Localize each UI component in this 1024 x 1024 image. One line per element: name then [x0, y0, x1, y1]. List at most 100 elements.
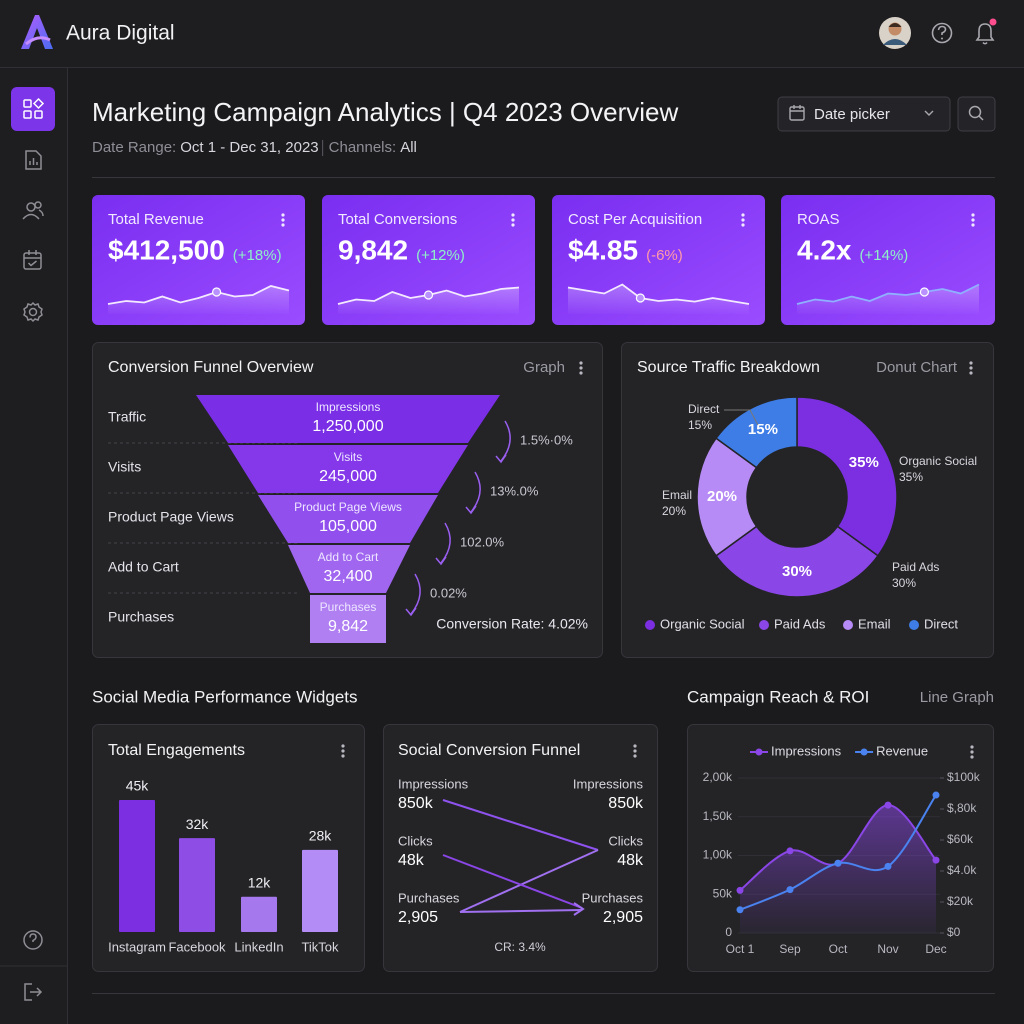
y2-tick-label: $60k [947, 832, 974, 846]
kebab-dot [741, 223, 745, 227]
search-handle [978, 115, 984, 121]
social-right-label: Purchases [582, 890, 644, 905]
kebab-dot [633, 744, 637, 748]
funnel-stage-value: 1,250,000 [312, 418, 383, 435]
kebab-dot [281, 218, 285, 222]
funnel-stage-name: Visits [334, 450, 362, 464]
y2-tick-label: $100k [947, 770, 981, 784]
y-tick-label: 50k [713, 886, 733, 900]
logo[interactable] [21, 15, 53, 49]
bar-category: LinkedIn [234, 939, 283, 954]
bell-clapper [982, 41, 988, 45]
donut-slice [715, 525, 879, 598]
search-button[interactable] [957, 96, 996, 132]
kebab-dot [741, 218, 745, 222]
donut-value-label: 35% [849, 454, 879, 471]
kebab-menu[interactable] [970, 745, 974, 759]
legend-label: Revenue [876, 743, 928, 758]
legend-label: Email [858, 616, 891, 631]
kpi-change: (+12%) [416, 247, 465, 264]
page-title: Marketing Campaign Analytics | Q4 2023 O… [92, 97, 678, 127]
sparkline [107, 285, 290, 305]
social-left-value: 850k [398, 795, 434, 812]
series-point [834, 859, 842, 867]
kpi-value: 4.2x [797, 234, 852, 265]
subtitle-part: Oct 1 - Dec 31, 2023 [180, 139, 318, 156]
bar-category: TikTok [301, 939, 339, 954]
donut-panel [621, 342, 994, 658]
rate-arrowhead [465, 505, 477, 515]
bar-value-label: 45k [126, 778, 150, 794]
sparkline-dot [635, 293, 646, 303]
donut-slice [715, 396, 798, 469]
kebab-dot [341, 749, 345, 753]
kpi-label: Total Revenue [108, 211, 204, 228]
social-right-label: Clicks [608, 833, 643, 848]
panel-title: Conversion Funnel Overview [108, 359, 314, 376]
avatar[interactable] [879, 17, 911, 49]
kpi-label: Cost Per Acquisition [568, 211, 702, 228]
help-icon[interactable] [931, 22, 953, 44]
kebab-dot [633, 754, 637, 758]
y2-tick-label: $4.0k [947, 863, 977, 877]
legend-label: Organic Social [660, 616, 745, 631]
sidebar [0, 68, 67, 1024]
kpi-value: $4.85 [568, 234, 638, 265]
x-tick-label: Nov [877, 942, 898, 956]
nav-help[interactable] [23, 930, 43, 950]
kebab-menu[interactable] [511, 213, 515, 227]
nav-settings[interactable] [23, 301, 43, 323]
donut-value-label: 30% [782, 563, 812, 580]
kebab-menu[interactable] [281, 213, 285, 227]
notifications-icon[interactable] [975, 18, 997, 45]
bar-value-label: 28k [309, 828, 333, 844]
kebab-menu[interactable] [971, 213, 975, 227]
kebab-menu[interactable] [633, 744, 637, 758]
bar [119, 800, 155, 932]
subtitle: Date Range: Oct 1 - Dec 31, 2023 Channels:… [92, 139, 417, 156]
date-picker[interactable] [777, 96, 951, 132]
panel-title: Source Traffic Breakdown [637, 359, 820, 376]
y2-tick-label: $0 [947, 925, 961, 939]
nav-audience[interactable] [22, 201, 44, 220]
kebab-menu[interactable] [341, 744, 345, 758]
sparkline-dot [423, 290, 434, 300]
kebab-dot [633, 749, 637, 753]
subtitle-part: Date Range: [92, 139, 176, 156]
donut-slice [696, 437, 758, 557]
kebab-dot [969, 361, 973, 365]
social-left-value: 2,905 [398, 909, 438, 926]
bar-category: Facebook [168, 939, 226, 954]
x-tick-label: Dec [925, 942, 946, 956]
brand-name: Aura Digital [66, 22, 175, 45]
panel-view: Graph [523, 359, 565, 376]
conversion-rate: Conversion Rate: 4.02% [436, 616, 588, 632]
kebab-menu[interactable] [579, 361, 583, 375]
kebab-dot [341, 744, 345, 748]
nav-logout[interactable] [24, 983, 43, 1001]
kebab-dot [511, 218, 515, 222]
kebab-menu[interactable] [741, 213, 745, 227]
kebab-menu[interactable] [969, 361, 973, 375]
sparkline-dot [212, 287, 222, 297]
kebab-dot [511, 223, 515, 227]
series-point [932, 856, 940, 864]
legend-marker [860, 748, 868, 756]
social-right-value: 850k [608, 795, 644, 812]
legend-swatch [759, 620, 769, 630]
donut-outer-value: 20% [662, 504, 686, 518]
funnel-row-label: Visits [108, 459, 141, 475]
nav-reports[interactable] [25, 150, 42, 170]
nav-dashboard-icon [23, 97, 45, 119]
funnel-rate: 0.02% [430, 585, 467, 600]
social-right-label: Impressions [573, 776, 644, 791]
kebab-dot [971, 213, 975, 217]
funnel-row-label: Product Page Views [108, 509, 234, 525]
funnel-stage-value: 245,000 [319, 468, 377, 485]
nav-dashboard[interactable] [11, 87, 55, 131]
section-title: Campaign Reach & ROI [687, 687, 869, 706]
bar [179, 838, 215, 932]
donut-outer-name: Paid Ads [892, 560, 939, 574]
nav-calendar[interactable] [23, 250, 42, 270]
kpi-change: (-6%) [646, 247, 683, 264]
